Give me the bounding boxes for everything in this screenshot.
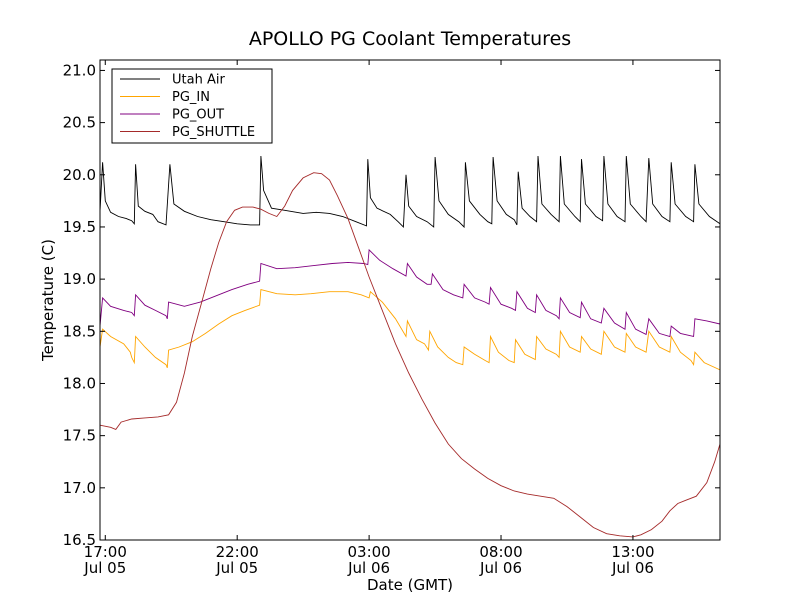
series-line-pg-shuttle [99, 172, 721, 538]
x-tick-label-time: 13:00 [611, 543, 654, 561]
x-tick-label-date: Jul 05 [83, 559, 126, 577]
y-tick-label: 18.5 [63, 322, 96, 340]
y-tick-label: 20.0 [63, 166, 96, 184]
series-line-utah-air [99, 155, 721, 229]
x-tick-label-time: 03:00 [347, 543, 390, 561]
x-tick-label-time: 08:00 [479, 543, 522, 561]
series-layer [99, 155, 721, 538]
y-tick-label: 18.0 [63, 374, 96, 392]
y-tick-label: 17.5 [63, 427, 96, 445]
y-tick-label: 21.0 [63, 61, 96, 79]
legend-box [111, 68, 273, 144]
x-tick-label-date: Jul 05 [215, 559, 258, 577]
series-line-pg-out [99, 248, 721, 338]
legend: Utah Air PG_IN PG_OUT PG_SHUTTLE [111, 68, 273, 144]
y-axis-label: Temperature (C) [39, 239, 57, 362]
legend-entries: Utah Air PG_IN PG_OUT PG_SHUTTLE [120, 73, 255, 140]
legend-label: PG_IN [172, 90, 210, 105]
legend-label: Utah Air [172, 73, 225, 88]
x-tick-label-time: 22:00 [216, 543, 259, 561]
series-line-pg-in [99, 289, 721, 371]
y-tick-label: 16.5 [63, 531, 96, 549]
chart-title: APOLLO PG Coolant Temperatures [249, 28, 571, 50]
y-tick-label: 20.5 [63, 114, 96, 132]
x-tick-label-date: Jul 06 [611, 559, 654, 577]
x-tick-label-date: Jul 06 [479, 559, 522, 577]
legend-label: PG_OUT [172, 108, 224, 123]
x-axis-label: Date (GMT) [367, 576, 453, 594]
x-tick-label-date: Jul 06 [347, 559, 390, 577]
y-tick-label: 19.0 [63, 270, 96, 288]
y-tick-label: 17.0 [63, 479, 96, 497]
plot-frame [99, 59, 721, 541]
x-tick-label-time: 17:00 [84, 543, 127, 561]
axes-layer: 16.5 17.0 17.5 18.0 18.5 19.0 19.5 20.0 20.5 21.0… [63, 60, 720, 577]
legend-label: PG_SHUTTLE [172, 125, 255, 140]
y-tick-label: 19.5 [63, 218, 96, 236]
